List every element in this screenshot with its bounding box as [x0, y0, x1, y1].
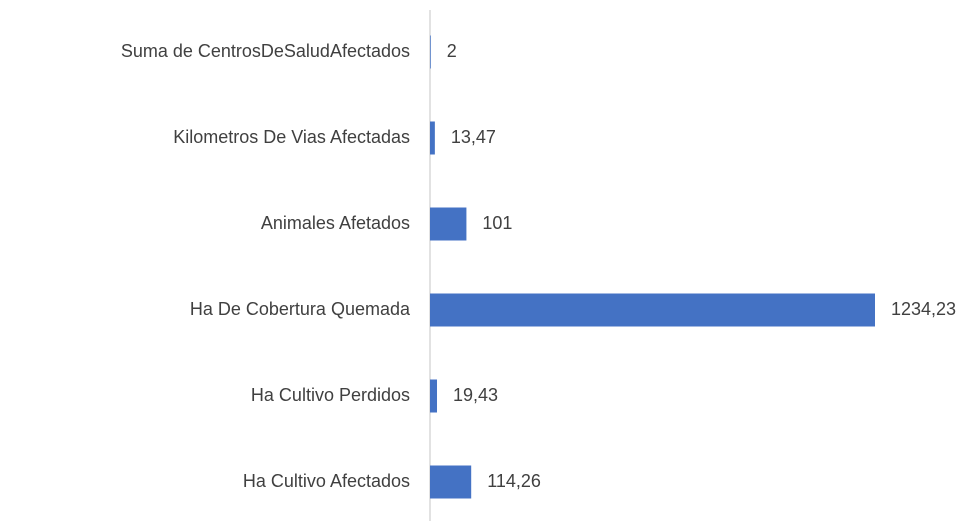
bar — [430, 293, 875, 327]
bar — [430, 121, 435, 155]
category-label: Suma de CentrosDeSaludAfectados — [121, 41, 410, 61]
bar — [430, 207, 467, 241]
data-label: 1234,23 — [891, 299, 956, 319]
data-label: 114,26 — [487, 471, 541, 491]
category-label: Ha Cultivo Perdidos — [251, 385, 410, 405]
bar — [430, 379, 438, 413]
data-label: 19,43 — [453, 385, 498, 405]
category-label: Kilometros De Vias Afectadas — [173, 127, 410, 147]
category-label: Animales Afetados — [261, 213, 410, 233]
category-label: Ha De Cobertura Quemada — [190, 299, 411, 319]
bar — [430, 35, 431, 69]
bar — [430, 465, 472, 499]
data-label: 2 — [447, 41, 457, 61]
data-label: 13,47 — [451, 127, 496, 147]
category-label: Ha Cultivo Afectados — [243, 471, 410, 491]
data-label: 101 — [482, 213, 512, 233]
